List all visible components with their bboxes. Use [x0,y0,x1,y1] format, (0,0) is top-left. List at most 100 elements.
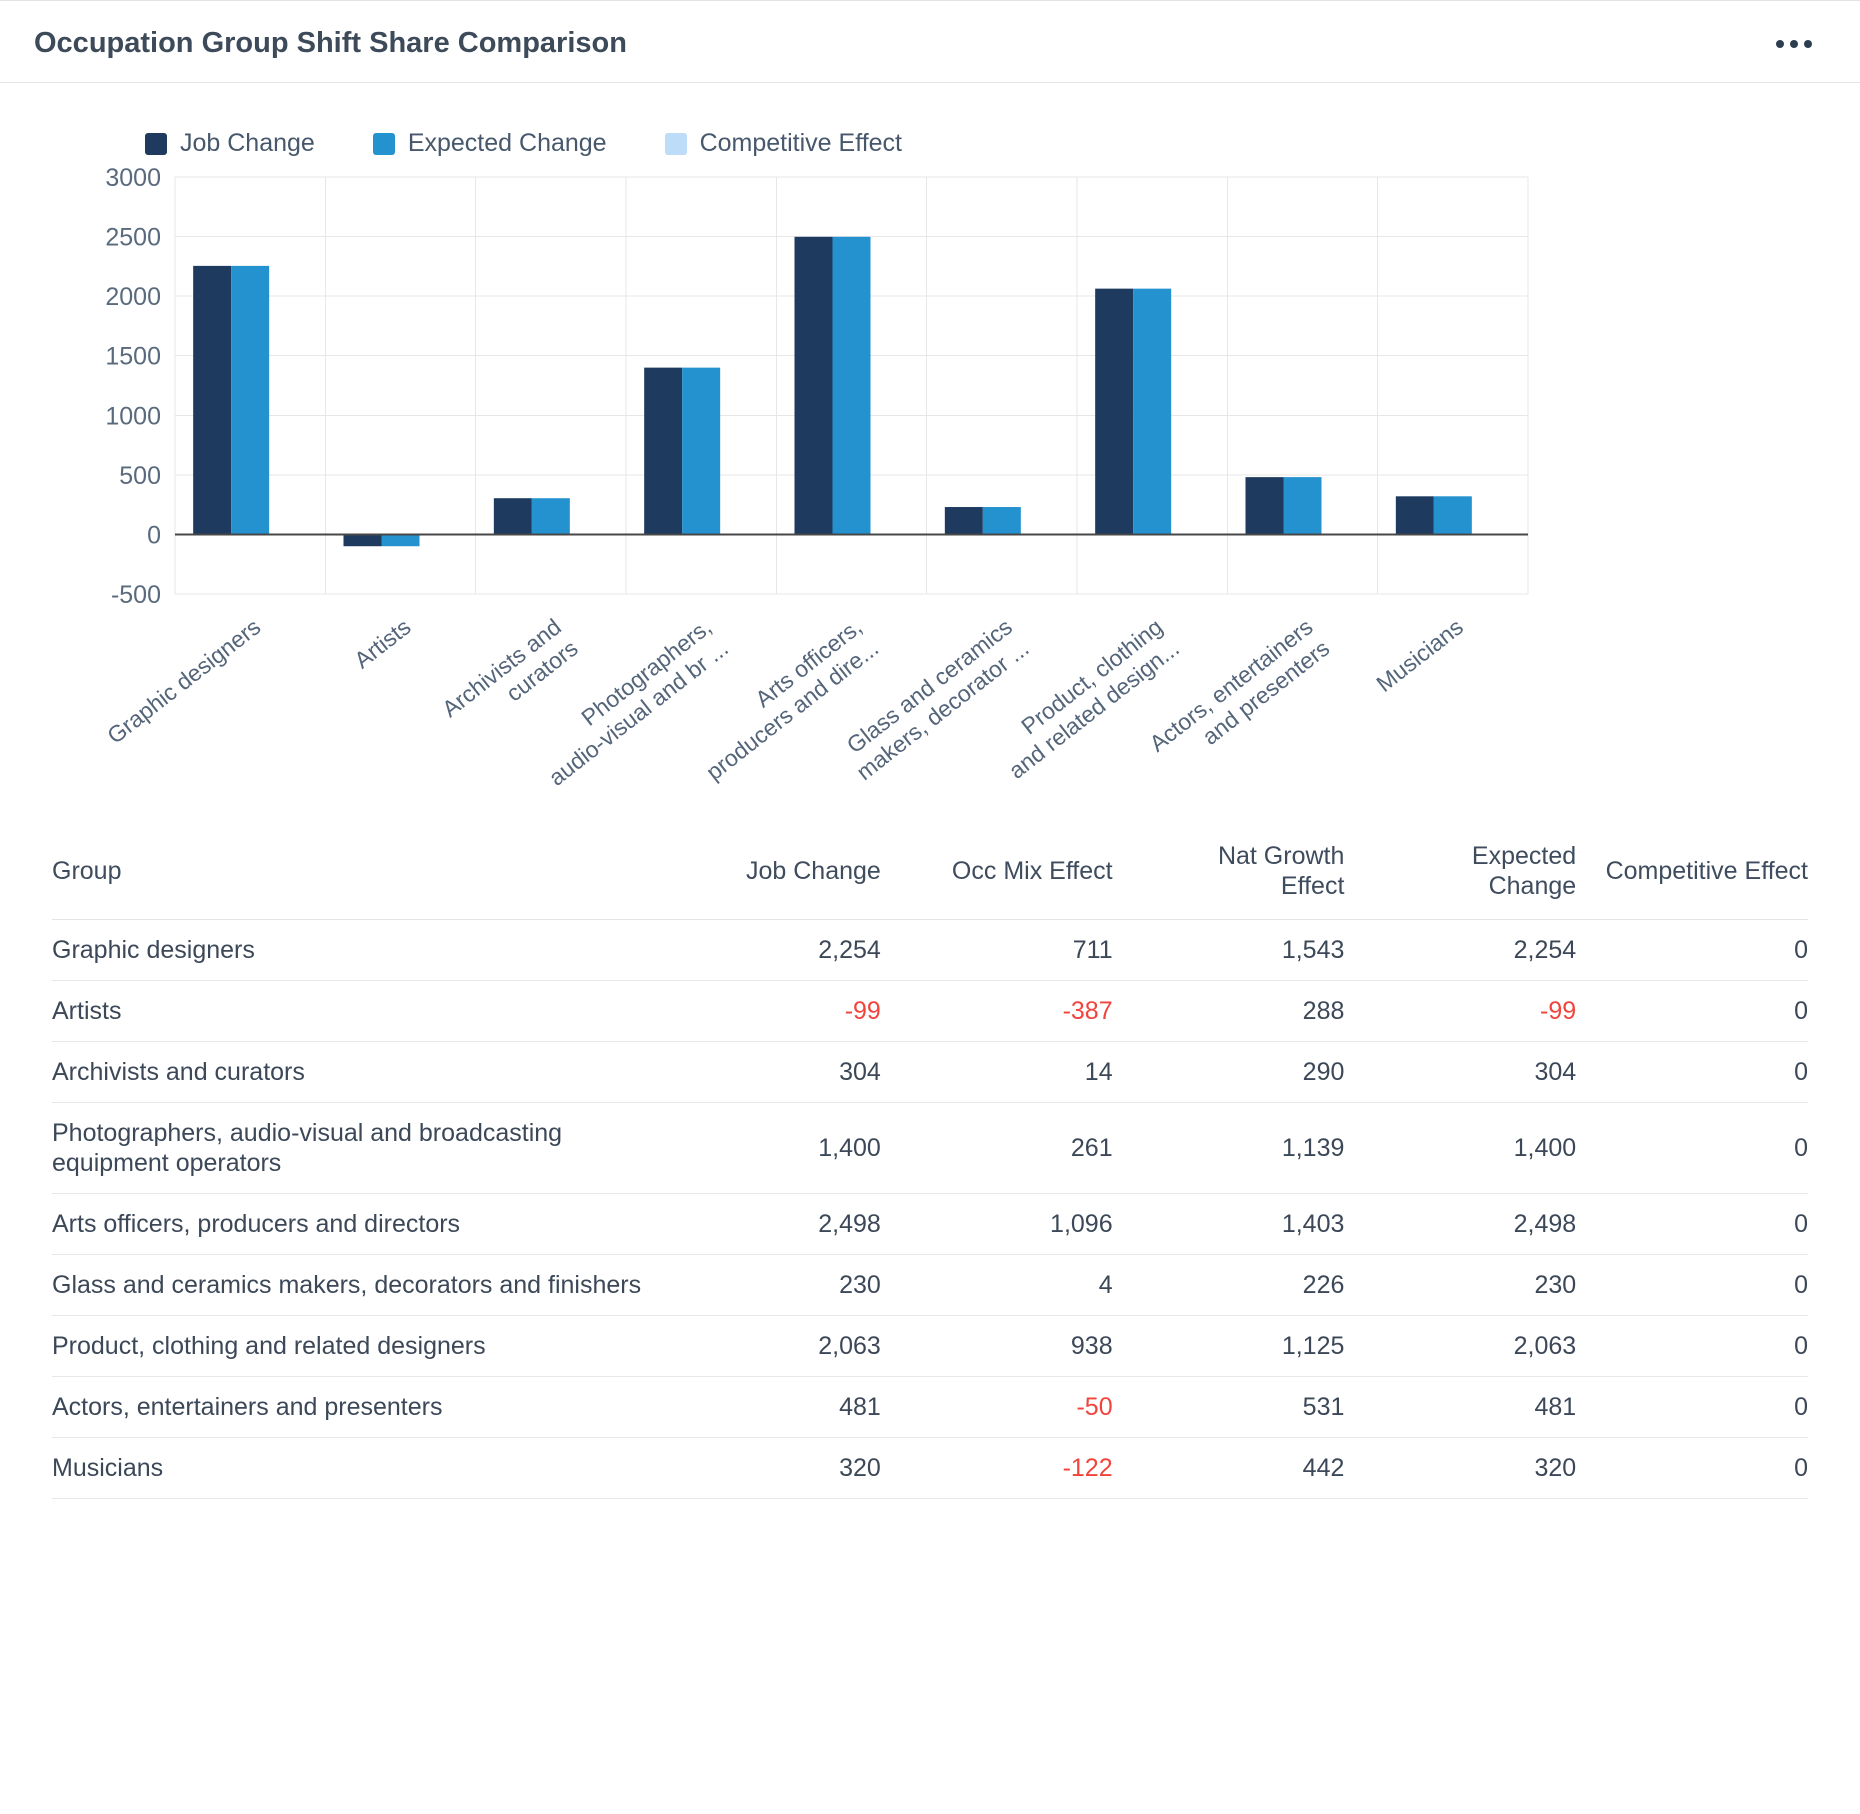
chart-card: Occupation Group Shift Share Comparison … [0,0,1860,1499]
group-cell: Product, clothing and related designers [52,1315,650,1377]
group-cell: Glass and ceramics makers, decorators an… [52,1254,650,1316]
value-cell: 230 [649,1254,881,1316]
value-cell: 2,254 [1344,919,1577,981]
chart-bar[interactable] [944,507,983,535]
legend-label: Expected Change [407,129,607,157]
value-cell: 304 [649,1041,881,1103]
y-tick-label: 1500 [105,343,161,371]
group-cell: Graphic designers [52,919,650,981]
ellipsis-icon [1804,39,1812,48]
x-category-label: Graphic designers [102,613,265,748]
y-tick-label: 2500 [105,224,161,252]
table-row: Graphic designers 2,254 711 1,543 2,254 0 [52,919,1808,981]
value-cell: 226 [1112,1254,1345,1316]
page-title: Occupation Group Shift Share Comparison [34,27,627,59]
value-cell: 0 [1576,1193,1808,1255]
legend-item[interactable]: Job Change [145,129,315,158]
chart-bar[interactable] [1245,477,1284,535]
ellipsis-icon [1790,39,1798,48]
chart-bar[interactable] [1283,477,1322,535]
y-tick-label: -500 [111,581,161,609]
value-cell: 2,498 [649,1193,881,1255]
group-cell: Artists [52,980,650,1042]
table-section: Group Job Change Occ Mix Effect Nat Growth … [0,823,1860,1499]
value-cell: 0 [1576,919,1808,981]
value-cell: 1,400 [1344,1102,1577,1194]
legend-item[interactable]: Competitive Effect [664,129,902,158]
value-cell: 481 [649,1376,881,1438]
table-row: Musicians 320 -122 442 320 0 [52,1437,1808,1499]
value-cell: 0 [1576,1254,1808,1316]
y-tick-label: 1000 [105,402,161,430]
value-cell: 0 [1576,1376,1808,1438]
column-header: Nat Growth Effect [1112,823,1345,920]
y-tick-label: 2000 [105,283,161,311]
chart-bar[interactable] [832,236,871,535]
value-cell: -99 [649,980,881,1042]
value-cell: -99 [1344,980,1577,1042]
value-cell: 2,063 [649,1315,881,1377]
value-cell: 2,254 [649,919,881,981]
value-cell: 320 [1344,1437,1577,1499]
x-category-label: Archivists andcurators [437,613,583,743]
value-cell: 0 [1576,1102,1808,1194]
value-cell: 1,096 [880,1193,1113,1255]
value-cell: -50 [880,1376,1113,1438]
chart-bar[interactable] [343,534,382,547]
legend-label: Competitive Effect [699,129,902,157]
y-tick-label: 0 [147,521,161,549]
value-cell: 442 [1112,1437,1345,1499]
table-row: Photographers, audio-visual and broadcas… [52,1102,1808,1194]
column-header: Group [52,823,650,920]
chart-bar[interactable] [794,236,833,535]
options-button[interactable] [1772,32,1816,56]
value-cell: 1,125 [1112,1315,1345,1377]
table-row: Archivists and curators 304 14 290 304 0 [52,1041,1808,1103]
value-cell: 938 [880,1315,1113,1377]
chart-bar[interactable] [1095,288,1134,535]
legend-item[interactable]: Expected Change [372,129,607,158]
legend-swatch [372,132,395,155]
x-category-label: Artists [349,613,415,673]
group-cell: Actors, entertainers and presenters [52,1376,650,1438]
value-cell: 531 [1112,1376,1345,1438]
chart-bar[interactable] [982,507,1021,535]
table-header-row: Group Job Change Occ Mix Effect Nat Growth … [52,823,1808,920]
x-category-label: Musicians [1371,613,1468,696]
chart-bar[interactable] [1395,496,1434,535]
chart-bar[interactable] [531,498,570,535]
chart-bar[interactable] [231,265,270,535]
chart-bar[interactable] [644,367,683,535]
value-cell: 0 [1576,1041,1808,1103]
value-cell: 4 [880,1254,1113,1316]
value-cell: 0 [1576,1315,1808,1377]
card-header: Occupation Group Shift Share Comparison [0,1,1860,83]
chart-area: -500 0 500 1000 1500 2000 2500 3000 Graphic desi… [0,162,1860,799]
value-cell: 2,063 [1344,1315,1577,1377]
chart-bar[interactable] [1133,288,1172,535]
ellipsis-icon [1776,39,1784,48]
table-row: Actors, entertainers and presenters 481 -5… [52,1376,1808,1438]
chart-bar[interactable] [381,534,420,547]
chart-bar[interactable] [682,367,721,535]
value-cell: 1,543 [1112,919,1345,981]
value-cell: 0 [1576,1437,1808,1499]
value-cell: 481 [1344,1376,1577,1438]
chart-bar[interactable] [493,498,532,535]
value-cell: 230 [1344,1254,1577,1316]
table-row: Artists -99 -387 288 -99 0 [52,980,1808,1042]
x-category-label: Actors, entertainersand presenters [1144,613,1334,778]
column-header: Competitive Effect [1576,823,1808,920]
legend-swatch [145,132,167,155]
group-cell: Arts officers, producers and directors [52,1193,650,1255]
chart-bar[interactable] [193,265,232,535]
value-cell: 288 [1112,980,1345,1042]
value-cell: 320 [649,1437,881,1499]
value-cell: 304 [1344,1041,1577,1103]
value-cell: 1,403 [1112,1193,1345,1255]
chart-bar[interactable] [1433,496,1472,535]
group-cell: Musicians [52,1437,650,1499]
value-cell: -387 [880,980,1113,1042]
table-row: Arts officers, producers and directors 2,… [52,1193,1808,1255]
shift-share-table: Group Job Change Occ Mix Effect Nat Growth … [52,823,1808,1499]
